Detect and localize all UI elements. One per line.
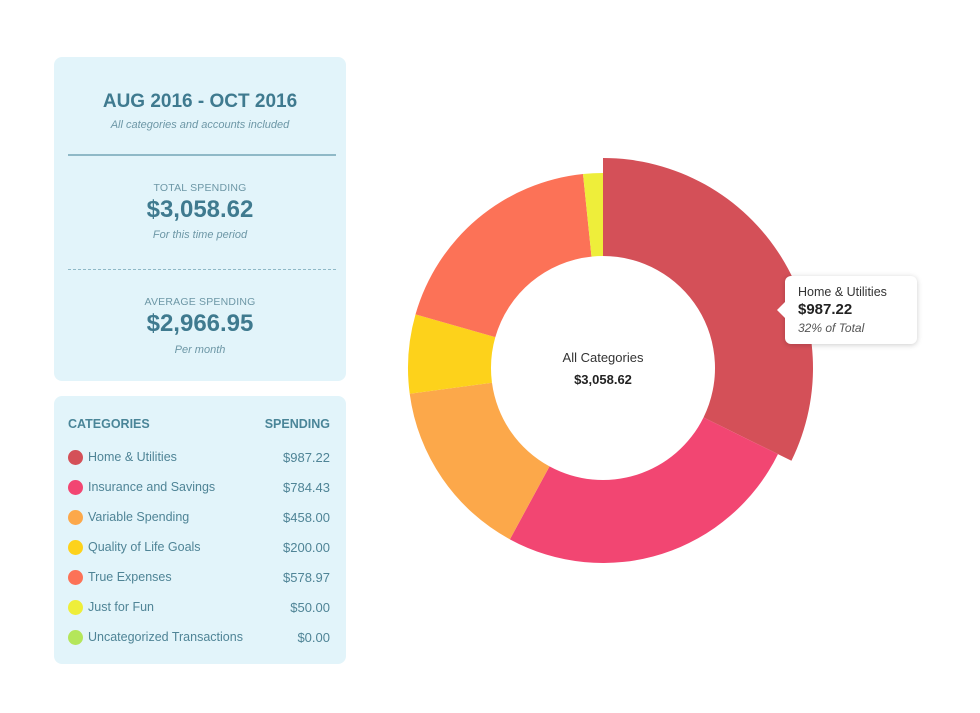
categories-card: CATEGORIES SPENDING Home & Utilities $987… [54,396,346,664]
donut-slice-insurance-and-savings[interactable] [509,417,778,563]
donut-slice-true-expenses[interactable] [415,174,592,338]
divider [68,154,336,156]
category-amount: $200.00 [283,539,330,555]
center-value: $3,058.62 [574,372,632,387]
donut-slice-home-utilities[interactable] [603,158,813,461]
average-spending-note: Per month [174,344,226,356]
total-spending-label: TOTAL SPENDING [153,182,247,194]
tooltip-share: 32% of Total [798,321,865,335]
category-name: Uncategorized Transactions [88,630,243,644]
category-row[interactable]: Variable Spending $458.00 [68,507,330,527]
category-row[interactable]: Home & Utilities $987.22 [68,447,330,467]
total-spending-note: For this time period [152,229,248,241]
category-name: Variable Spending [88,510,190,524]
category-name: Home & Utilities [88,450,177,464]
category-amount: $784.43 [283,479,330,495]
category-row[interactable]: True Expenses $578.97 [68,567,330,587]
category-color-dot [68,449,83,465]
category-amount: $987.22 [283,449,330,465]
date-range: AUG 2016 - OCT 2016 [102,91,298,112]
category-amount: $578.97 [283,569,330,585]
center-title: All Categories [562,350,644,365]
categories-header: CATEGORIES [68,417,150,431]
average-spending-label: AVERAGE SPENDING [144,296,256,308]
category-color-dot [68,479,83,495]
category-amount: $0.00 [297,629,330,645]
spending-header: SPENDING [264,417,330,431]
chart-tooltip: Home & Utilities $987.22 32% of Total [777,276,917,344]
category-color-dot [68,629,83,645]
category-amount: $458.00 [283,509,330,525]
category-name: Just for Fun [88,600,154,614]
tooltip-category: Home & Utilities [798,285,887,299]
category-amount: $50.00 [290,599,330,615]
category-row[interactable]: Insurance and Savings $784.43 [68,477,330,497]
tooltip-amount: $987.22 [798,301,853,318]
total-spending-value: $3,058.62 [146,196,254,223]
donut-slice-variable-spending[interactable] [409,382,550,540]
category-row[interactable]: Just for Fun $50.00 [68,597,330,617]
donut-slice-quality-of-life-goals[interactable] [408,314,496,394]
summary-card: AUG 2016 - OCT 2016 All categories and a… [54,57,346,381]
average-spending-value: $2,966.95 [146,310,254,337]
dashed-divider [68,269,336,270]
category-color-dot [68,599,83,615]
category-color-dot [68,569,83,585]
category-name: Quality of Life Goals [88,540,201,554]
category-name: True Expenses [88,570,172,584]
category-row[interactable]: Quality of Life Goals $200.00 [68,537,330,557]
category-color-dot [68,539,83,555]
category-row[interactable]: Uncategorized Transactions $0.00 [68,627,330,647]
scope-note: All categories and accounts included [110,119,290,131]
category-color-dot [68,509,83,525]
donut-slice-just-for-fun[interactable] [583,173,603,257]
category-name: Insurance and Savings [88,480,216,494]
